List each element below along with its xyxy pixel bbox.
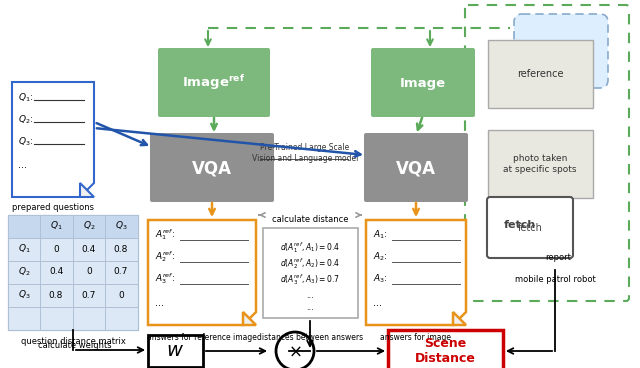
Text: 0.8: 0.8	[114, 244, 128, 254]
Text: prepared questions: prepared questions	[12, 204, 94, 212]
Ellipse shape	[519, 21, 575, 63]
Circle shape	[276, 332, 314, 368]
Text: $A_{3}$:: $A_{3}$:	[373, 273, 388, 285]
Text: $Q_3$: $Q_3$	[18, 289, 30, 301]
Text: ...: ...	[373, 298, 382, 308]
Text: ...: ...	[155, 298, 164, 308]
Text: 0.4: 0.4	[82, 244, 96, 254]
Text: reference: reference	[516, 69, 563, 79]
FancyBboxPatch shape	[487, 197, 573, 258]
Bar	[148, 335, 203, 367]
Text: 0.7: 0.7	[82, 290, 96, 300]
Text: 0: 0	[53, 244, 59, 254]
Text: report: report	[545, 253, 571, 262]
Text: calculate weights: calculate weights	[38, 340, 112, 350]
Text: Image: Image	[400, 77, 446, 89]
Text: question distance matrix: question distance matrix	[20, 337, 125, 347]
Text: $Q_2$:: $Q_2$:	[18, 114, 33, 126]
Text: VQA: VQA	[192, 159, 232, 177]
FancyBboxPatch shape	[371, 48, 475, 117]
FancyBboxPatch shape	[150, 133, 274, 202]
Ellipse shape	[515, 35, 555, 65]
Text: $\boldsymbol{\mathit{w}}$: $\boldsymbol{\mathit{w}}$	[166, 342, 184, 361]
Text: $d(A^{ref}_{1}, A_1)=0.4$: $d(A^{ref}_{1}, A_1)=0.4$	[280, 241, 340, 255]
Polygon shape	[366, 220, 466, 325]
Text: 0.8: 0.8	[49, 290, 63, 300]
Ellipse shape	[555, 35, 595, 65]
FancyBboxPatch shape	[364, 133, 468, 202]
FancyBboxPatch shape	[158, 48, 270, 117]
Text: $d(A^{ref}_{2}, A_2)=0.4$: $d(A^{ref}_{2}, A_2)=0.4$	[280, 256, 340, 272]
Text: answers for image: answers for image	[381, 333, 451, 342]
Text: $Q_1$: $Q_1$	[18, 243, 30, 255]
Ellipse shape	[535, 21, 591, 63]
Bar	[488, 40, 593, 108]
Bar	[8, 215, 138, 330]
Text: fetch: fetch	[504, 220, 536, 230]
Text: $Q_2$: $Q_2$	[18, 266, 30, 278]
Bar	[388, 330, 503, 368]
Text: $Q_3$:: $Q_3$:	[18, 136, 33, 148]
Text: $A^{ref}_{3}$:: $A^{ref}_{3}$:	[155, 272, 175, 286]
Text: VQA: VQA	[396, 159, 436, 177]
Text: 0.4: 0.4	[49, 268, 63, 276]
Text: $Q_1$:: $Q_1$:	[18, 92, 33, 104]
Text: $A^{ref}_{1}$:: $A^{ref}_{1}$:	[155, 227, 175, 243]
Polygon shape	[148, 220, 256, 325]
Bar	[8, 215, 138, 238]
Text: Image$^{\mathregular{ref}}$: Image$^{\mathregular{ref}}$	[182, 74, 246, 92]
Polygon shape	[12, 82, 94, 197]
Text: ...: ...	[18, 160, 27, 170]
Bar	[488, 130, 593, 198]
Text: $Q_3$: $Q_3$	[115, 220, 127, 232]
Polygon shape	[80, 183, 94, 197]
Text: $Q_2$: $Q_2$	[83, 220, 95, 232]
Ellipse shape	[527, 37, 583, 79]
Text: 0.7: 0.7	[114, 268, 128, 276]
Bar	[263, 228, 358, 318]
Text: mobile patrol robot: mobile patrol robot	[515, 276, 595, 284]
Text: $A^{ref}_{2}$:: $A^{ref}_{2}$:	[155, 250, 175, 265]
Text: $Q_1$: $Q_1$	[50, 220, 62, 232]
Text: 0: 0	[118, 290, 124, 300]
Text: ...: ...	[306, 290, 314, 300]
Text: fetch: fetch	[518, 223, 543, 233]
Text: $A_{1}$:: $A_{1}$:	[373, 229, 388, 241]
Text: distances between answers: distances between answers	[257, 333, 363, 342]
Text: calculate distance: calculate distance	[272, 216, 348, 224]
Text: $A_{2}$:: $A_{2}$:	[373, 251, 388, 263]
Text: photo taken
at specific spots: photo taken at specific spots	[503, 154, 577, 174]
Text: Scene
Distance: Scene Distance	[415, 337, 476, 365]
Text: answers for reference image: answers for reference image	[147, 333, 257, 342]
Text: Pre-Trained Large Scale
Vision and Language model: Pre-Trained Large Scale Vision and Langu…	[252, 142, 358, 163]
Polygon shape	[453, 312, 466, 325]
Text: $d(A^{ref}_{3}, A_3)=0.7$: $d(A^{ref}_{3}, A_3)=0.7$	[280, 273, 340, 287]
Text: ...: ...	[306, 304, 314, 312]
FancyBboxPatch shape	[514, 14, 608, 88]
Text: 0: 0	[86, 268, 92, 276]
Polygon shape	[243, 312, 256, 325]
Text: $\times$: $\times$	[288, 343, 302, 361]
